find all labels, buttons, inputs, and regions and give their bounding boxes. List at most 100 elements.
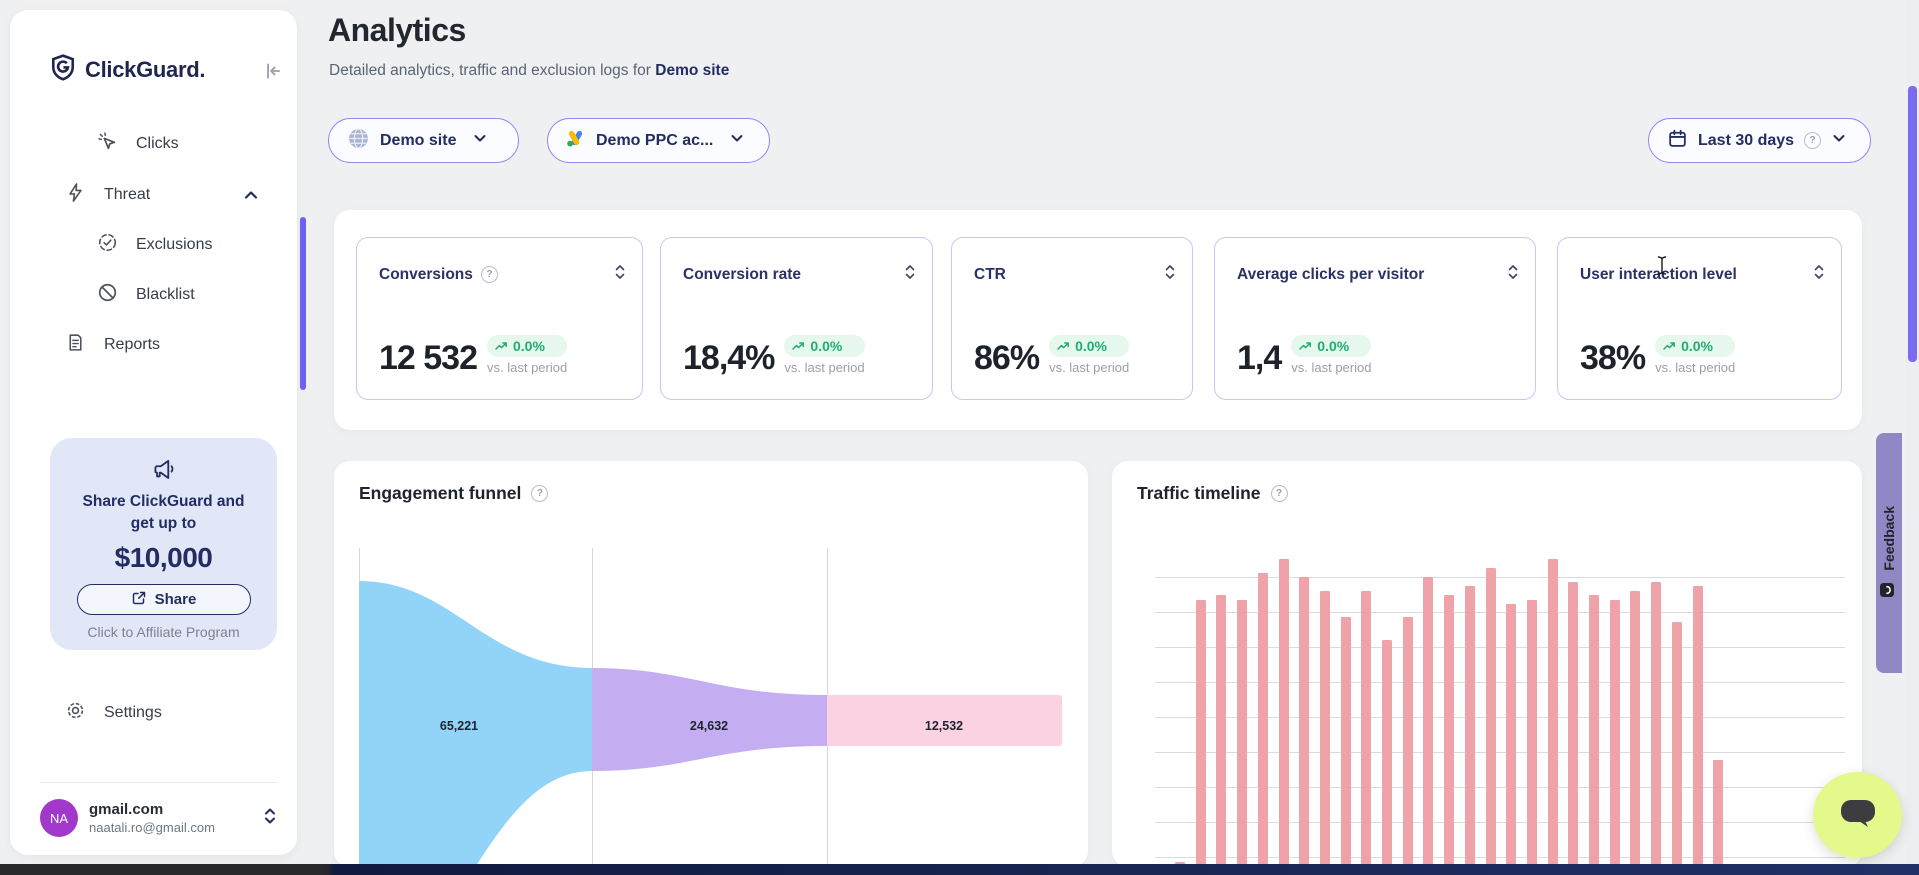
- traffic-bar[interactable]: [1195, 599, 1206, 867]
- chat-bubble-icon: [1838, 796, 1878, 835]
- site-selector[interactable]: Demo site: [328, 118, 519, 163]
- traffic-timeline-card: Traffic timeline ?: [1112, 461, 1862, 867]
- traffic-bars[interactable]: [1175, 555, 1735, 867]
- traffic-bar[interactable]: [1237, 599, 1248, 867]
- chevron-down-icon: [729, 130, 745, 151]
- clickguard-shield-icon: [50, 54, 76, 86]
- brand-logo[interactable]: ClickGuard.: [50, 54, 205, 86]
- kpi-card-user-interaction: User interaction level 38% 0.0% vs. last…: [1557, 237, 1842, 400]
- chevron-down-icon: [1831, 130, 1847, 151]
- feedback-tab[interactable]: Feedback: [1876, 433, 1902, 673]
- traffic-bar[interactable]: [1630, 590, 1641, 867]
- traffic-bar[interactable]: [1692, 586, 1703, 867]
- gear-icon: [65, 700, 86, 726]
- traffic-gridlines: [1155, 577, 1845, 867]
- date-range-label: Last 30 days: [1698, 131, 1795, 149]
- traffic-bar[interactable]: [1589, 595, 1599, 867]
- traffic-bar[interactable]: [1526, 599, 1537, 867]
- document-icon: [65, 332, 86, 358]
- sort-icon[interactable]: [1164, 264, 1176, 285]
- sidebar-item-settings[interactable]: Settings: [65, 693, 162, 733]
- sort-icon[interactable]: [904, 264, 916, 285]
- traffic-bar[interactable]: [1340, 617, 1351, 867]
- kpi-label: Average clicks per visitor: [1237, 265, 1425, 283]
- traffic-bar[interactable]: [1671, 621, 1682, 867]
- traffic-bar[interactable]: [1216, 595, 1227, 867]
- chat-launcher-button[interactable]: [1813, 772, 1902, 858]
- traffic-bar[interactable]: [1547, 559, 1558, 867]
- kpi-band: Conversions ? 12 532 0.0% vs. last perio…: [334, 210, 1862, 430]
- traffic-bar[interactable]: [1257, 572, 1268, 867]
- page-subtitle: Detailed analytics, traffic and exclusio…: [329, 62, 729, 80]
- sort-icon[interactable]: [1507, 264, 1519, 285]
- gridline: [1155, 577, 1845, 578]
- sidebar-scroll-indicator[interactable]: [300, 217, 306, 390]
- sidebar-item-label: Blacklist: [136, 286, 195, 303]
- traffic-bar[interactable]: [1444, 595, 1455, 867]
- traffic-bar[interactable]: [1423, 577, 1434, 867]
- traffic-bar[interactable]: [1464, 586, 1475, 867]
- traffic-bar[interactable]: [1713, 759, 1724, 867]
- chevron-updown-icon[interactable]: [263, 806, 277, 831]
- chevron-up-icon[interactable]: [242, 186, 260, 209]
- scrollbar-thumb[interactable]: [1908, 86, 1917, 362]
- traffic-bar[interactable]: [1485, 568, 1496, 867]
- text-cursor: [1656, 255, 1668, 281]
- engagement-funnel-card: Engagement funnel ? 65,221 24,632 12,532: [334, 461, 1088, 867]
- sidebar-item-exclusions[interactable]: Exclusions: [97, 225, 212, 265]
- traffic-bar[interactable]: [1319, 590, 1330, 867]
- traffic-bar[interactable]: [1402, 617, 1413, 867]
- user-email: naatali.ro@gmail.com: [89, 820, 215, 835]
- sort-icon[interactable]: [614, 264, 626, 285]
- funnel-chart[interactable]: 65,221 24,632 12,532: [359, 548, 1064, 867]
- kpi-label: Conversion rate: [683, 265, 802, 283]
- help-icon[interactable]: ?: [531, 485, 549, 502]
- sidebar-item-reports[interactable]: Reports: [65, 325, 160, 365]
- kpi-card-avg-clicks: Average clicks per visitor 1,4 0.0% vs. …: [1214, 237, 1536, 400]
- funnel-stage-3: [827, 695, 1062, 746]
- sidebar-item-blacklist[interactable]: Blacklist: [97, 275, 195, 315]
- traffic-bar[interactable]: [1651, 581, 1662, 867]
- sidebar-item-threat[interactable]: Threat: [65, 175, 150, 215]
- kpi-note: vs. last period: [1655, 360, 1736, 375]
- megaphone-icon: [50, 456, 277, 489]
- sidebar-collapse-icon[interactable]: [262, 60, 284, 87]
- trend-up-icon: [792, 342, 805, 350]
- kpi-label: Conversions: [379, 265, 473, 283]
- help-icon[interactable]: ?: [1804, 132, 1822, 149]
- traffic-bar[interactable]: [1609, 599, 1620, 867]
- traffic-bar[interactable]: [1506, 603, 1517, 867]
- traffic-bar[interactable]: [1361, 590, 1372, 867]
- traffic-bar[interactable]: [1382, 639, 1392, 867]
- affiliate-link[interactable]: Click to Affiliate Program: [87, 624, 240, 640]
- page-subtitle-text: Detailed analytics, traffic and exclusio…: [329, 62, 656, 79]
- traffic-bar[interactable]: [1278, 559, 1289, 867]
- funnel-stage-2: [592, 668, 827, 771]
- traffic-bar[interactable]: [1568, 581, 1579, 867]
- funnel-stage-1-value: 65,221: [440, 719, 478, 733]
- kpi-delta-badge: 0.0%: [1049, 335, 1130, 357]
- globe-icon: [347, 127, 370, 155]
- share-button[interactable]: Share: [76, 584, 251, 615]
- help-icon[interactable]: ?: [480, 266, 498, 283]
- external-link-icon: [131, 590, 147, 610]
- user-menu[interactable]: NA gmail.com naatali.ro@gmail.com: [40, 799, 277, 837]
- affiliate-promo-card[interactable]: Share ClickGuard and get up to $10,000 S…: [50, 438, 277, 650]
- kpi-note: vs. last period: [487, 360, 568, 375]
- badge-check-icon: [97, 232, 118, 258]
- ppc-account-selector[interactable]: Demo PPC ac...: [547, 118, 770, 163]
- date-range-selector[interactable]: Last 30 days ?: [1648, 118, 1871, 163]
- sort-icon[interactable]: [1813, 264, 1825, 285]
- funnel-stage-1: [359, 581, 592, 867]
- help-icon[interactable]: ?: [1270, 485, 1288, 502]
- lightning-icon: [65, 182, 86, 208]
- feedback-label: Feedback: [1881, 505, 1897, 571]
- ppc-account-label: Demo PPC ac...: [596, 131, 714, 149]
- trend-up-icon: [1057, 342, 1070, 350]
- sidebar-item-clicks[interactable]: Clicks: [97, 124, 179, 164]
- gridline: [1155, 857, 1845, 858]
- gridline: [1155, 682, 1845, 683]
- promo-amount: $10,000: [114, 542, 213, 573]
- traffic-bar[interactable]: [1299, 577, 1310, 867]
